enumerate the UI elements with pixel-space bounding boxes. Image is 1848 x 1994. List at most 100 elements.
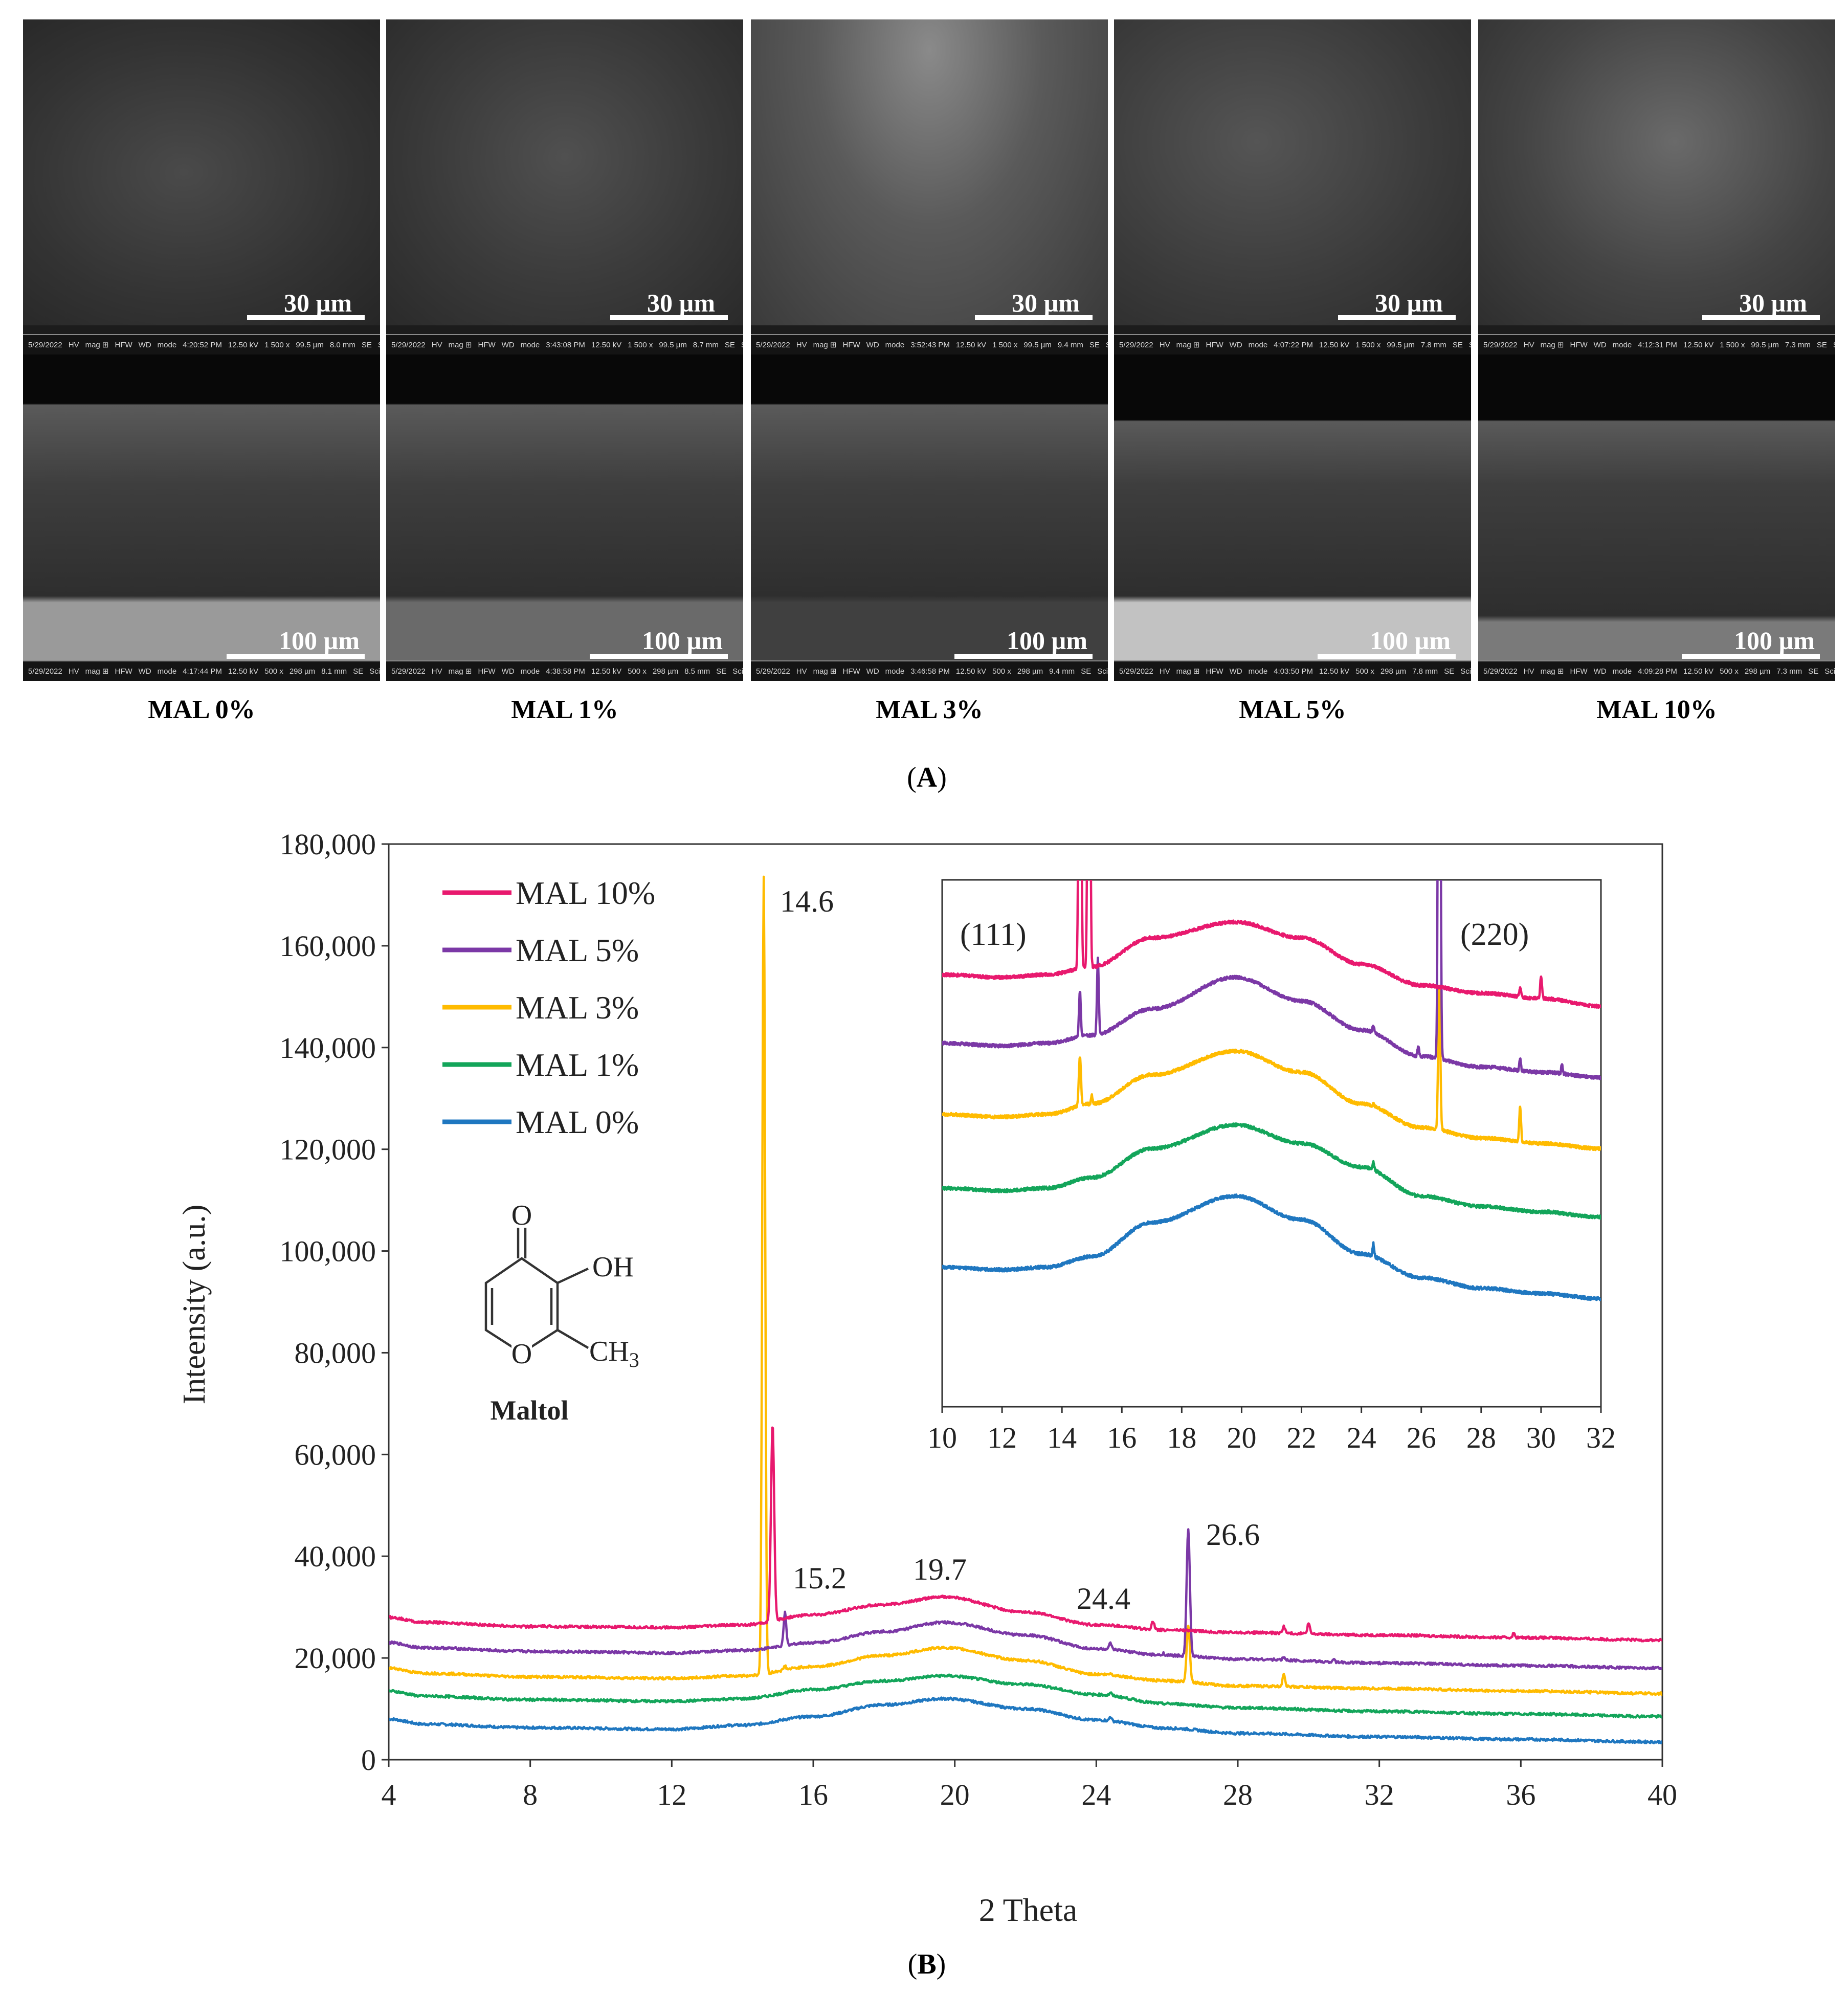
scale-bar bbox=[954, 654, 1093, 659]
info-field: HFW bbox=[115, 340, 132, 349]
info-field: 500 x bbox=[1720, 667, 1739, 676]
info-field: 4:07:22 PM bbox=[1274, 340, 1313, 349]
info-field: Sci. Equip. Center KU bbox=[732, 667, 743, 676]
info-field: mode bbox=[1248, 667, 1268, 676]
x-tick-label: 36 bbox=[1506, 1778, 1535, 1811]
sem-surface-texture bbox=[1114, 19, 1471, 325]
info-field: 3:46:58 PM bbox=[910, 667, 950, 676]
info-field: SE bbox=[1089, 340, 1100, 349]
scale-bar bbox=[1318, 654, 1456, 659]
info-field: Sci. Equip. Center KU bbox=[1824, 667, 1835, 676]
maltol-structure: O OH O CH3 Maltol bbox=[484, 1200, 639, 1426]
sample-label: MAL 1% bbox=[511, 695, 618, 724]
info-field: 4:09:28 PM bbox=[1638, 667, 1677, 676]
inset-x-tick-label: 12 bbox=[987, 1421, 1017, 1454]
info-field: WD bbox=[1229, 340, 1242, 349]
info-field: mag ⊞ bbox=[1176, 667, 1200, 676]
info-field: 298 µm bbox=[289, 667, 316, 676]
info-field: HFW bbox=[115, 667, 132, 676]
info-field: 1 500 x bbox=[628, 340, 653, 349]
inset-x-tick-label: 30 bbox=[1526, 1421, 1556, 1454]
scale-label: 30 µm bbox=[647, 289, 715, 317]
info-field: HV bbox=[796, 340, 807, 349]
methyl-bond bbox=[556, 1329, 589, 1349]
y-tick-label: 180,000 bbox=[280, 828, 376, 861]
info-field: 5/29/2022 bbox=[391, 340, 426, 349]
info-field: mag ⊞ bbox=[448, 341, 472, 349]
sem-info-bar: 5/29/2022 HV mag ⊞ HFW WD mode 4:12:31 PM 12.50… bbox=[1478, 334, 1835, 355]
info-field: mode bbox=[1612, 340, 1632, 349]
inset-x-tick-label: 18 bbox=[1167, 1421, 1196, 1454]
info-field: HV bbox=[1523, 340, 1534, 349]
info-field: 8.7 mm bbox=[693, 340, 719, 349]
info-field: WD bbox=[138, 667, 151, 676]
x-tick-label: 8 bbox=[523, 1778, 538, 1811]
scale-bar bbox=[610, 315, 728, 320]
info-field: 12.50 kV bbox=[1319, 667, 1350, 676]
main-plot-area: 0 20,000 40,000 60,000 80,000 100,000 120,000 1… bbox=[177, 828, 1677, 1928]
atom-label-oh: OH bbox=[592, 1251, 634, 1283]
panel-b-label: (B) bbox=[907, 1948, 946, 1980]
info-field: 12.50 kV bbox=[228, 340, 259, 349]
info-field: 8.0 mm bbox=[329, 340, 355, 349]
legend-label: MAL 3% bbox=[516, 989, 639, 1026]
info-field: 500 x bbox=[992, 667, 1011, 676]
sem-info-bar: 5/29/2022 HV mag ⊞ HFW WD mode 3:52:43 PM 12.50… bbox=[751, 334, 1108, 355]
inset-annotation-220: (220) bbox=[1460, 917, 1529, 952]
info-field: HV bbox=[68, 667, 79, 676]
info-field: 12.50 kV bbox=[591, 667, 622, 676]
series-line-mal10 bbox=[389, 1426, 1662, 1643]
info-field: 5/29/2022 bbox=[756, 667, 790, 676]
panel-a-label: (A) bbox=[907, 762, 947, 793]
info-field: WD bbox=[1593, 667, 1607, 676]
info-field: WD bbox=[138, 340, 151, 349]
info-field: WD bbox=[866, 667, 879, 676]
sem-surface-image: 30 µm 5/29/2022 HV mag ⊞ HFW WD mode 3:43:08 PM… bbox=[386, 19, 743, 355]
peak-label: 15.2 bbox=[793, 1561, 847, 1595]
y-tick-label: 20,000 bbox=[295, 1642, 376, 1675]
scale-bar bbox=[1682, 654, 1820, 659]
inset-frame bbox=[941, 879, 1602, 1408]
info-field: 500 x bbox=[628, 667, 647, 676]
x-tick-label: 40 bbox=[1647, 1778, 1677, 1811]
inset-x-tick-label: 24 bbox=[1347, 1421, 1376, 1454]
info-field: HV bbox=[1523, 667, 1534, 676]
info-field: mag ⊞ bbox=[1540, 667, 1564, 676]
info-field: Sci. Equip. Center KU bbox=[1833, 341, 1835, 349]
info-field: WD bbox=[1229, 667, 1242, 676]
info-field: HFW bbox=[478, 340, 496, 349]
info-field: mag ⊞ bbox=[85, 341, 109, 349]
info-field: 4:03:50 PM bbox=[1274, 667, 1313, 676]
inset-series-line bbox=[942, 880, 1601, 1009]
info-field: 4:12:31 PM bbox=[1638, 340, 1677, 349]
info-field: mag ⊞ bbox=[813, 341, 837, 349]
sem-cross-section-image: 100 µm 5/29/2022 HV mag ⊞ HFW WD mode 3:46:58 P… bbox=[751, 355, 1108, 681]
sem-surface-texture bbox=[386, 19, 743, 325]
info-field: SE bbox=[1081, 667, 1092, 676]
info-field: HV bbox=[68, 340, 79, 349]
info-field: HFW bbox=[1570, 340, 1588, 349]
y-tick-label: 120,000 bbox=[280, 1133, 376, 1166]
sem-surface-image: 30 µm 5/29/2022 HV mag ⊞ HFW WD mode 4:12:31 PM… bbox=[1478, 19, 1835, 355]
sem-info-bar: 5/29/2022 HV mag ⊞ HFW WD mode 4:38:58 PM 12.50… bbox=[386, 660, 743, 681]
info-field: 7.8 mm bbox=[1420, 340, 1446, 349]
series-line-mal5 bbox=[389, 1528, 1662, 1671]
scale-label: 100 µm bbox=[1007, 626, 1087, 655]
sem-cross-section-image: 100 µm 5/29/2022 HV mag ⊞ HFW WD mode 4:17:44 P… bbox=[23, 355, 380, 681]
info-field: 7.8 mm bbox=[1412, 667, 1438, 676]
peak-annotations: 14.6 15.2 19.7 24.4 26.6 bbox=[780, 884, 1260, 1615]
inset-series-line bbox=[942, 880, 1601, 1080]
scale-label: 100 µm bbox=[642, 626, 723, 655]
peak-label: 26.6 bbox=[1206, 1518, 1260, 1552]
info-field: mode bbox=[157, 667, 177, 676]
info-field: 7.3 mm bbox=[1785, 340, 1811, 349]
sem-cross-texture bbox=[23, 355, 380, 681]
info-field: 500 x bbox=[1355, 667, 1374, 676]
x-tick-label: 4 bbox=[382, 1778, 396, 1811]
legend: MAL 10% MAL 5% MAL 3% MAL 1% MAL 0% bbox=[442, 875, 655, 1140]
info-field: WD bbox=[1593, 340, 1607, 349]
info-field: Sci. Equip. Center KU bbox=[1106, 341, 1108, 349]
legend-label: MAL 0% bbox=[516, 1104, 639, 1140]
info-field: 5/29/2022 bbox=[1483, 667, 1518, 676]
y-tick-label: 160,000 bbox=[280, 929, 376, 963]
